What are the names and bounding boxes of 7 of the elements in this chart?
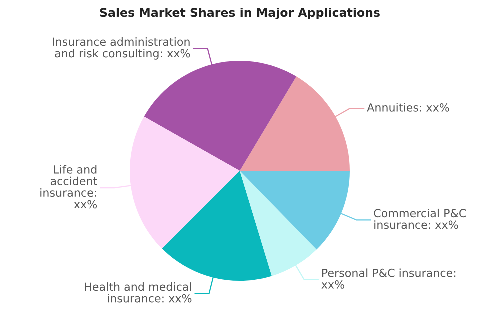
chart-title: Sales Market Shares in Major Applications [100, 8, 380, 20]
slice-label: Insurance administration and risk consulting: xx% [53, 38, 190, 60]
slice-label: Life and accident insurance: xx% [40, 165, 98, 209]
slice-label: Commercial P&C insurance: xx% [374, 208, 466, 230]
slice-label: Health and medical insurance: xx% [85, 282, 192, 303]
slice-label: Annuities: xx% [367, 103, 450, 112]
slice-label: Personal P&C insurance: xx% [322, 268, 456, 289]
